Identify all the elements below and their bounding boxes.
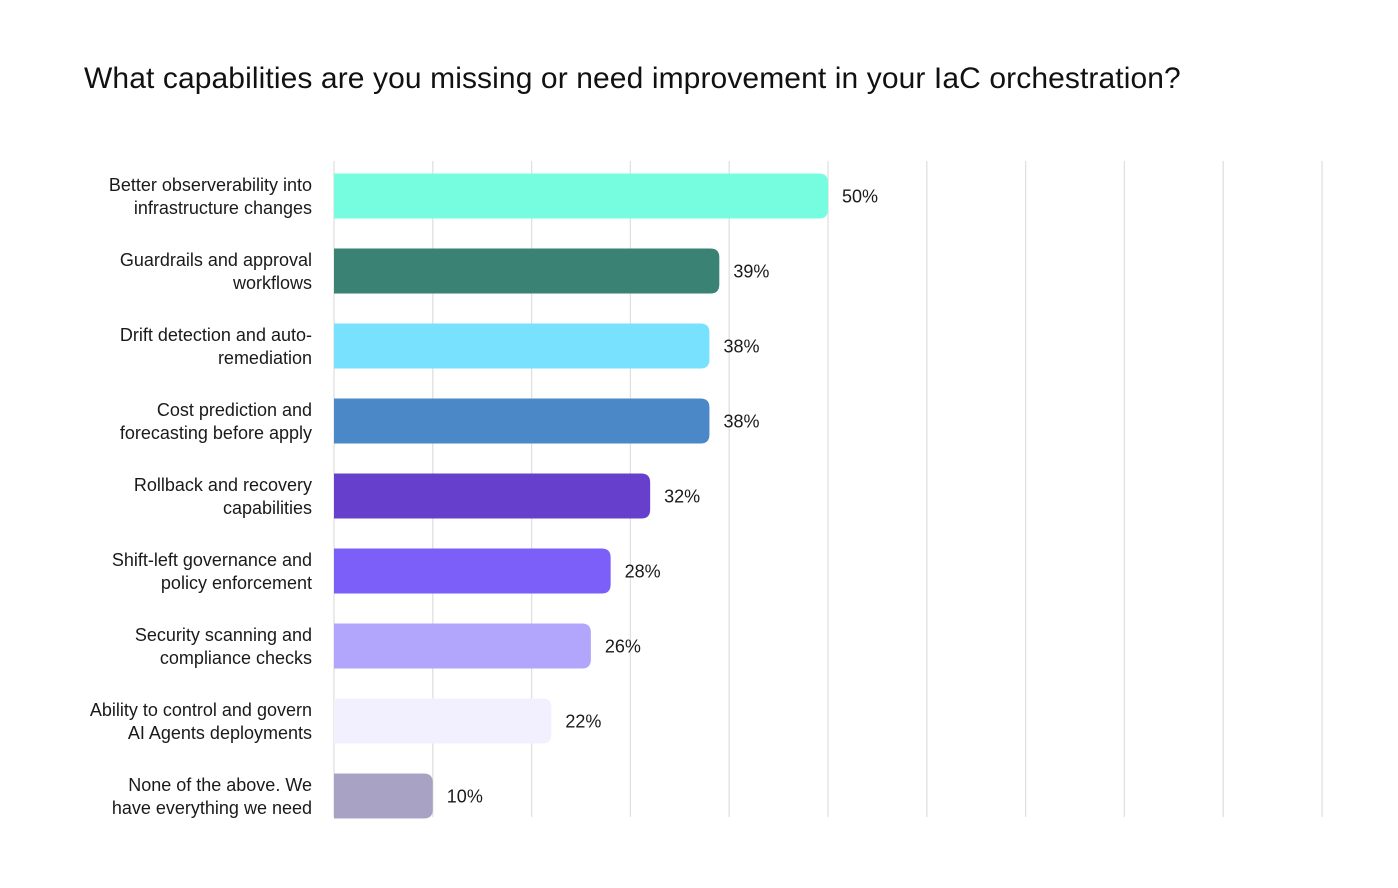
bar [334, 173, 828, 219]
category-label: Better observerability into infrastructur… [109, 175, 312, 218]
bar [334, 473, 651, 519]
category-label: Cost prediction and forecasting before ap… [120, 400, 312, 443]
bar [334, 623, 591, 669]
bar [334, 698, 552, 744]
value-label: 22% [565, 712, 601, 732]
category-label: Drift detection and auto-remediation [120, 325, 312, 368]
bar [334, 548, 611, 594]
chart-title: What capabilities are you missing or nee… [84, 62, 1181, 95]
category-labels: Better observerability into infrastructur… [90, 175, 312, 818]
value-label: 10% [447, 787, 483, 807]
category-label: None of the above. We have everything we … [112, 775, 312, 818]
category-label: Shift-left governance and policy enforcem… [112, 550, 312, 593]
value-label: 50% [842, 187, 878, 207]
value-label: 38% [723, 412, 759, 432]
category-label: Guardrails and approval workflows [120, 250, 312, 293]
category-label: Security scanning and compliance checks [135, 625, 312, 668]
value-labels: 50% 39% 38% 38% 32% 28% 26% 22% 10% [447, 187, 878, 807]
category-label: Rollback and recovery capabilities [134, 475, 312, 518]
bars [334, 173, 828, 819]
bar [334, 323, 710, 369]
value-label: 28% [625, 562, 661, 582]
value-label: 26% [605, 637, 641, 657]
bar [334, 248, 720, 294]
value-label: 32% [664, 487, 700, 507]
value-label: 39% [733, 262, 769, 282]
category-label: Ability to control and govern AI Agents d… [90, 700, 312, 743]
bar [334, 398, 710, 444]
value-label: 38% [723, 337, 759, 357]
bar [334, 773, 433, 819]
